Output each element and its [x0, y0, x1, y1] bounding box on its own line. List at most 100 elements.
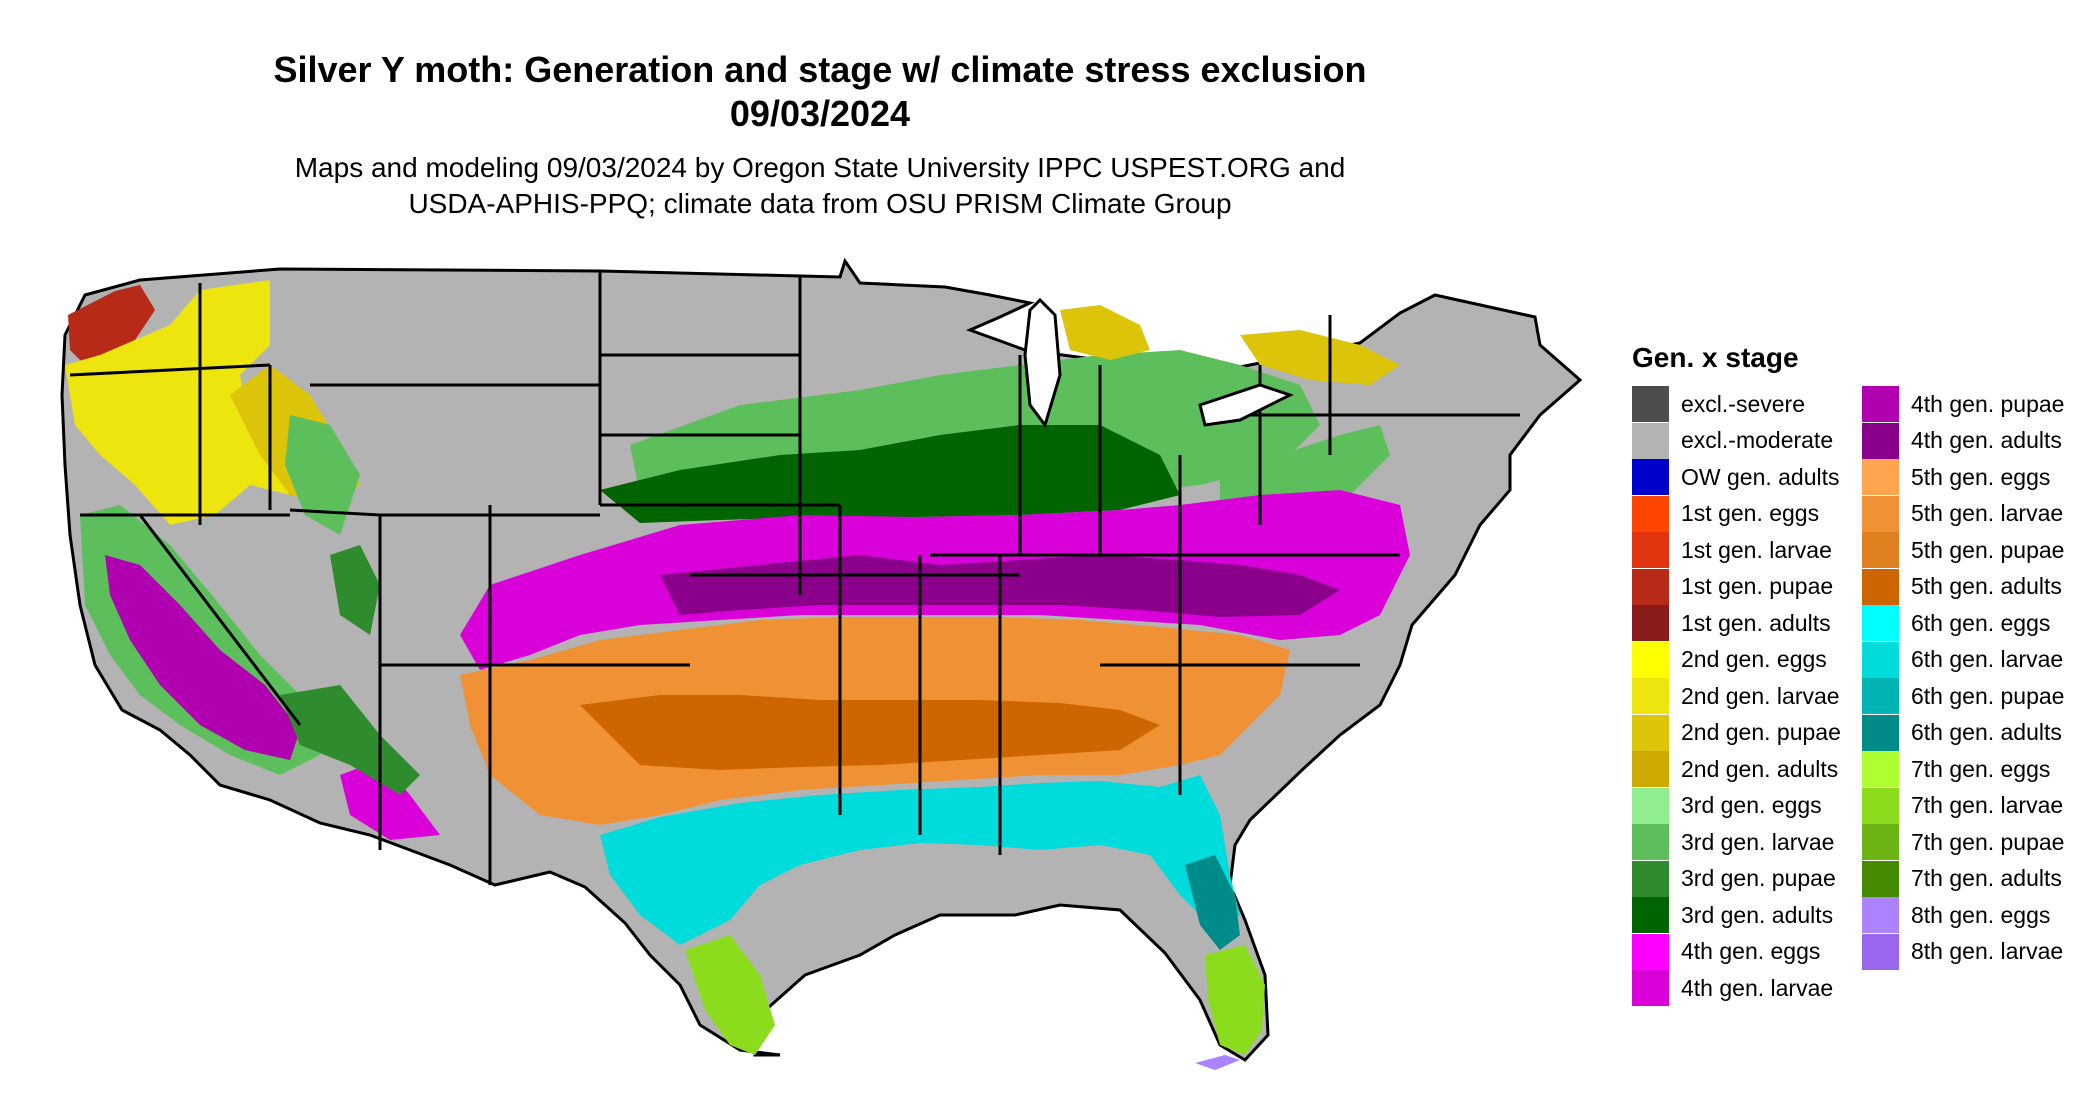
legend-label: 7th gen. larvae	[1911, 792, 2064, 819]
lake-erie	[1198, 383, 1294, 427]
legend-label: 3rd gen. eggs	[1681, 792, 1822, 819]
legend-label: 7th gen. adults	[1911, 865, 2062, 892]
legend-label: 4th gen. larvae	[1681, 974, 1834, 1001]
legend-label: 6th gen. adults	[1911, 719, 2062, 746]
legend-label: 3rd gen. larvae	[1681, 828, 1835, 855]
legend-item-2nd-gen-larvae: 2nd gen. larvae	[1632, 678, 1841, 715]
legend-item-4th-gen-adults: 4th gen. adults	[1862, 422, 2064, 460]
legend-label: 7th gen. eggs	[1911, 755, 2051, 782]
legend-item-1st-gen-pupae: 1st gen. pupae	[1632, 568, 1841, 606]
nevada-3rd-gen-patch	[285, 415, 360, 535]
legend-swatch	[1862, 678, 1899, 715]
legend-swatch	[1862, 495, 1899, 532]
legend-label: 2nd gen. larvae	[1681, 682, 1840, 709]
legend-item-1st-gen-adults: 1st gen. adults	[1632, 605, 1841, 642]
legend-label: 4th gen. eggs	[1681, 938, 1821, 965]
legend-item-2nd-gen-eggs: 2nd gen. eggs	[1632, 641, 1841, 679]
legend-swatch	[1632, 970, 1669, 1007]
legend-item-7th-gen-adults: 7th gen. adults	[1862, 860, 2064, 898]
legend-item-7th-gen-eggs: 7th gen. eggs	[1862, 751, 2064, 788]
legend-swatch	[1862, 897, 1899, 934]
legend-swatch	[1632, 714, 1669, 751]
legend-item-3rd-gen-adults: 3rd gen. adults	[1632, 897, 1841, 934]
legend-swatch	[1632, 787, 1669, 824]
legend-item-8th-gen-larvae: 8th gen. larvae	[1862, 933, 2064, 971]
legend-label: 2nd gen. pupae	[1681, 719, 1841, 746]
legend-item-7th-gen-pupae: 7th gen. pupae	[1862, 824, 2064, 861]
legend-item-2nd-gen-pupae: 2nd gen. pupae	[1632, 714, 1841, 752]
legend-item-6th-gen-pupae: 6th gen. pupae	[1862, 678, 2064, 715]
michigan-2nd-gen-patch	[1060, 305, 1150, 360]
legend-swatch	[1632, 605, 1669, 642]
legend-label: 3rd gen. adults	[1681, 901, 1834, 928]
legend-swatch	[1862, 532, 1899, 569]
arizona-4th-gen-zone	[340, 760, 440, 840]
legend-title: Gen. x stage	[1632, 342, 1799, 373]
legend-item-4th-gen-pupae: 4th gen. pupae	[1862, 386, 2064, 423]
gulf-5th-gen-adults	[580, 695, 1160, 770]
legend-label: 6th gen. eggs	[1911, 609, 2051, 636]
colorado-3rd-gen-strip	[330, 545, 380, 635]
legend-item-ow-gen-adults: OW gen. adults	[1632, 459, 1841, 496]
florida-6th-gen-adults	[1185, 855, 1240, 950]
legend-label: 1st gen. larvae	[1681, 536, 1832, 563]
legend-label: 4th gen. adults	[1911, 427, 2062, 454]
subtitle-line2: USDA-APHIS-PPQ; climate data from OSU PR…	[408, 188, 1232, 219]
legend-label: 1st gen. eggs	[1681, 500, 1820, 527]
us-generation-stage-map	[60, 257, 1583, 1070]
legend-swatch	[1632, 422, 1669, 459]
legend-item-5th-gen-adults: 5th gen. adults	[1862, 568, 2064, 606]
legend-label: 5th gen. larvae	[1911, 500, 2064, 527]
legend-label: 8th gen. eggs	[1911, 901, 2051, 928]
legend-swatch	[1862, 787, 1899, 824]
legend-label: 6th gen. pupae	[1911, 682, 2065, 709]
legend-item-3rd-gen-pupae: 3rd gen. pupae	[1632, 860, 1841, 898]
midwest-3rd-gen-adults	[600, 425, 1180, 523]
map-title-line1: Silver Y moth: Generation and stage w/ c…	[273, 49, 1367, 90]
gulf-coast-6th-gen-band	[600, 775, 1240, 945]
legend-swatch	[1862, 641, 1899, 678]
legend-swatch	[1632, 386, 1669, 423]
legend-swatch	[1632, 751, 1669, 788]
legend-swatch	[1632, 897, 1669, 934]
legend-swatch	[1632, 860, 1669, 897]
legend-item-5th-gen-larvae: 5th gen. larvae	[1862, 495, 2064, 533]
pnw-2nd-gen-zone	[65, 280, 300, 525]
legend-swatch	[1862, 751, 1899, 788]
legend-swatch	[1632, 532, 1669, 569]
state-borders	[69, 271, 1520, 885]
map-title-date: 09/03/2024	[729, 93, 911, 134]
lake-michigan	[1023, 297, 1062, 429]
legend-label: 1st gen. pupae	[1681, 573, 1834, 600]
legend-item-8th-gen-eggs: 8th gen. eggs	[1862, 897, 2064, 934]
legend-label: 2nd gen. adults	[1681, 755, 1839, 782]
legend-column-1: excl.-severe excl.-moderate OW gen. adults…	[1632, 386, 1841, 1007]
legend-label: 5th gen. pupae	[1911, 536, 2065, 563]
legend-item-6th-gen-larvae: 6th gen. larvae	[1862, 641, 2064, 679]
legend-label: excl.-severe	[1681, 390, 1805, 417]
legend-swatch	[1862, 860, 1899, 897]
legend-swatch	[1632, 933, 1669, 970]
legend-swatch	[1862, 386, 1899, 423]
legend-label: 4th gen. pupae	[1911, 390, 2065, 417]
legend-label: 5th gen. adults	[1911, 573, 2062, 600]
legend-item-excl-moderate: excl.-moderate	[1632, 422, 1841, 460]
legend-item-1st-gen-larvae: 1st gen. larvae	[1632, 532, 1841, 569]
florida-keys-8th-gen	[1195, 1055, 1240, 1070]
southwest-3rd-gen-band	[280, 685, 420, 795]
legend-item-4th-gen-eggs: 4th gen. eggs	[1632, 933, 1841, 971]
south-florida-7th-gen	[1205, 945, 1265, 1055]
california-4th-gen-zone	[105, 555, 300, 760]
legend-item-3rd-gen-larvae: 3rd gen. larvae	[1632, 824, 1841, 861]
legend-swatch	[1632, 678, 1669, 715]
legend-label: 8th gen. larvae	[1911, 938, 2064, 965]
legend-swatch	[1862, 824, 1899, 861]
legend-item-5th-gen-eggs: 5th gen. eggs	[1862, 459, 2064, 496]
legend-swatch	[1632, 495, 1669, 532]
legend-item-3rd-gen-eggs: 3rd gen. eggs	[1632, 787, 1841, 825]
legend-swatch	[1632, 568, 1669, 605]
legend-label: 2nd gen. eggs	[1681, 646, 1827, 673]
legend-item-excl-severe: excl.-severe	[1632, 386, 1841, 423]
legend-label: 6th gen. larvae	[1911, 646, 2064, 673]
legend-item-6th-gen-adults: 6th gen. adults	[1862, 714, 2064, 752]
